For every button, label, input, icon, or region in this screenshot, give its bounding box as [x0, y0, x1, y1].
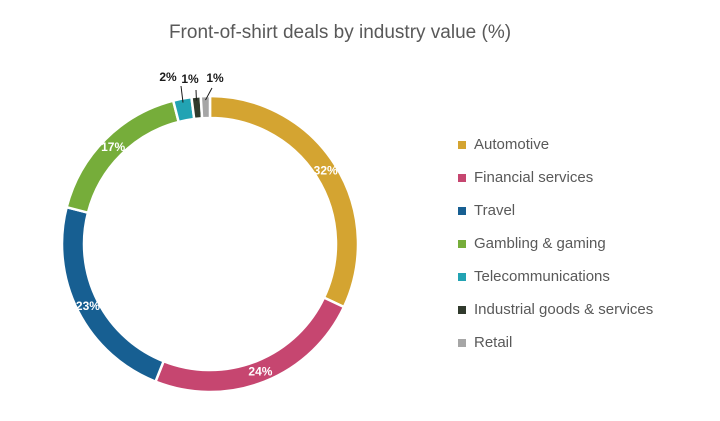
- legend-item-automotive: Automotive: [458, 128, 653, 161]
- legend-swatch: [458, 206, 466, 215]
- data-label-travel: 23%: [76, 299, 100, 313]
- leader-line-telecommunications: [180, 85, 184, 103]
- data-label-gambling-and-gaming: 17%: [101, 140, 125, 154]
- legend-item-gambling-and-gaming: Gambling & gaming: [458, 227, 653, 260]
- legend-item-telecommunications: Telecommunications: [458, 260, 653, 293]
- legend-label: Telecommunications: [474, 268, 610, 285]
- legend-item-travel: Travel: [458, 194, 653, 227]
- legend-label: Travel: [474, 202, 516, 219]
- legend-item-retail: Retail: [458, 326, 653, 359]
- legend-swatch: [458, 305, 466, 314]
- legend-item-industrial-goods-and-services: Industrial goods & services: [458, 293, 653, 326]
- legend-swatch: [458, 338, 466, 347]
- slice-retail: [199, 94, 212, 120]
- legend-label: Industrial goods & services: [474, 301, 654, 318]
- data-label-industrial-goods-and-services: 1%: [181, 72, 199, 86]
- legend-label: Financial services: [474, 169, 594, 186]
- legend: Automotive Financial services Travel Gambli…: [458, 128, 653, 359]
- legend-swatch: [458, 239, 466, 248]
- data-label-retail: 1%: [206, 71, 224, 85]
- legend-swatch: [458, 272, 466, 281]
- slice-automotive: [208, 94, 360, 309]
- legend-swatch: [458, 140, 466, 149]
- data-label-financial-services: 24%: [248, 364, 272, 378]
- data-label-telecommunications: 2%: [159, 70, 177, 84]
- data-label-automotive: 32%: [314, 164, 338, 178]
- legend-label: Gambling & gaming: [474, 235, 606, 252]
- legend-label: Automotive: [474, 136, 550, 153]
- leader-line-retail: [205, 87, 213, 101]
- legend-item-financial-services: Financial services: [458, 161, 653, 194]
- chart-title: Front-of-shirt deals by industry value (…: [168, 22, 512, 43]
- legend-swatch: [458, 173, 466, 182]
- slice-gambling-and-gaming: [65, 99, 181, 215]
- slice-travel: [60, 205, 166, 384]
- legend-label: Retail: [474, 334, 513, 351]
